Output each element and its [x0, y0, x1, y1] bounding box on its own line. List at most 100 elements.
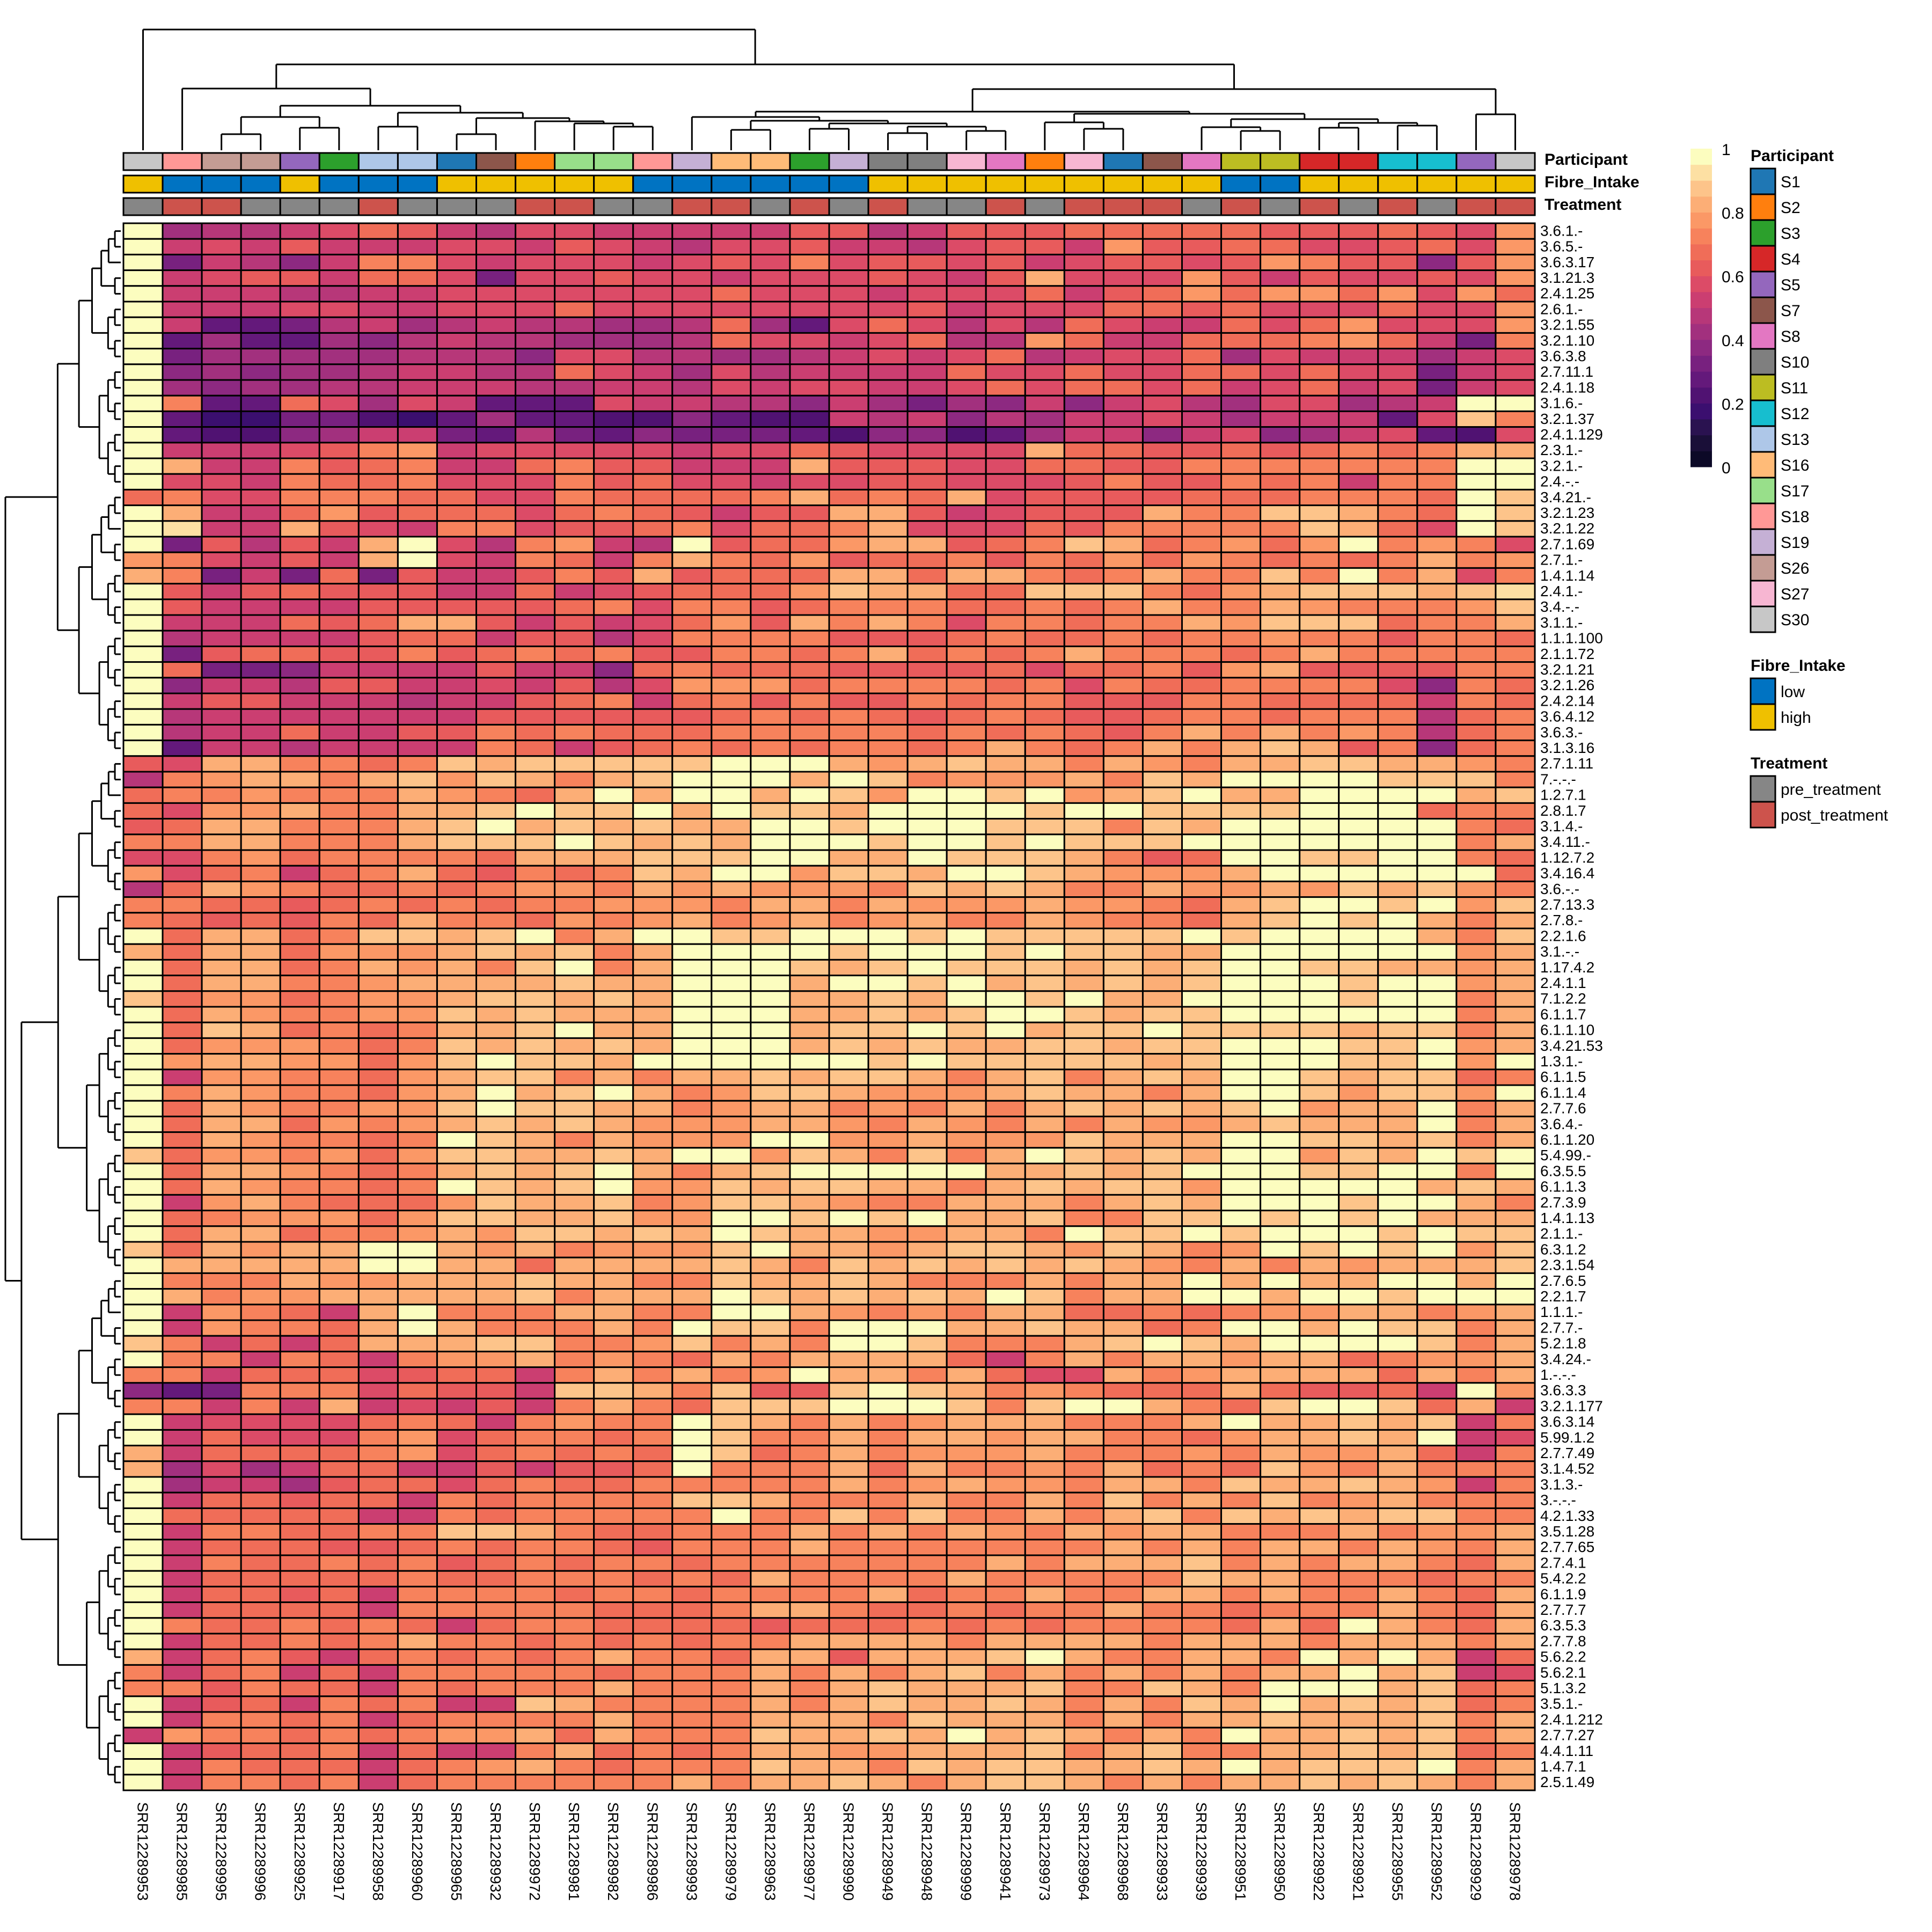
heatmap-cell	[946, 1304, 987, 1321]
heatmap-cell	[1416, 1601, 1458, 1619]
heatmap-cell	[1338, 943, 1379, 961]
heatmap-cell	[279, 958, 320, 977]
heatmap-cell	[750, 1006, 791, 1023]
heatmap-cell	[1377, 661, 1418, 679]
heatmap-cell	[632, 1100, 674, 1117]
heatmap-cell	[122, 567, 164, 585]
heatmap-cell	[1220, 865, 1262, 882]
heatmap-cell	[1141, 1680, 1183, 1697]
heatmap-cell	[397, 1147, 438, 1165]
heatmap-cell	[436, 598, 478, 616]
heatmap-cell	[828, 771, 869, 788]
heatmap-cell	[1181, 1617, 1223, 1635]
heatmap-cell	[436, 1617, 478, 1635]
heatmap-cell	[789, 1695, 830, 1713]
heatmap-cell	[593, 1225, 634, 1243]
heatmap-cell	[240, 426, 281, 444]
row-label: 1.4.1.13	[1540, 1210, 1594, 1226]
heatmap-cell	[436, 786, 478, 804]
annotation-cell	[279, 197, 320, 216]
heatmap-cell	[1181, 1491, 1223, 1509]
heatmap-cell	[906, 1460, 948, 1478]
heatmap-cell	[946, 285, 987, 303]
heatmap-cell	[1338, 1397, 1379, 1415]
row-label: 2.7.3.9	[1540, 1194, 1586, 1211]
heatmap-cell	[593, 583, 634, 601]
heatmap-cell	[515, 316, 556, 334]
heatmap-cell	[867, 896, 909, 914]
heatmap-cell	[1299, 551, 1340, 569]
heatmap-cell	[397, 583, 438, 601]
heatmap-cell	[671, 1601, 713, 1619]
heatmap-cell	[946, 1585, 987, 1604]
heatmap-cell	[985, 614, 1026, 632]
heatmap-cell	[515, 755, 556, 773]
row-label: 5.6.2.1	[1540, 1664, 1586, 1681]
heatmap-cell	[1063, 1648, 1104, 1666]
heatmap-cell	[240, 912, 281, 930]
row-label: 2.6.1.-	[1540, 301, 1583, 317]
heatmap-cell	[554, 1319, 595, 1337]
heatmap-cell	[201, 598, 242, 616]
heatmap-cell	[593, 488, 634, 507]
heatmap-cell	[1141, 1429, 1183, 1447]
heatmap-cell	[828, 1069, 869, 1086]
heatmap-cell	[1416, 1711, 1458, 1729]
heatmap-cell	[750, 1194, 791, 1212]
heatmap-cell	[1416, 1162, 1458, 1180]
heatmap-cell	[789, 1304, 830, 1321]
heatmap-cell	[711, 348, 752, 365]
heatmap-cell	[1181, 1523, 1223, 1541]
heatmap-cell	[1299, 958, 1340, 977]
heatmap-cell	[828, 755, 869, 773]
heatmap-cell	[632, 426, 674, 444]
row-label: 3.2.1.37	[1540, 411, 1594, 427]
heatmap-cell	[906, 1350, 948, 1368]
heatmap-cell	[1416, 1507, 1458, 1525]
heatmap-cell	[1220, 1319, 1262, 1337]
heatmap-cell	[632, 1523, 674, 1541]
heatmap-cell	[632, 1570, 674, 1587]
heatmap-cell	[632, 1210, 674, 1227]
heatmap-cell	[436, 1021, 478, 1039]
heatmap-cell	[750, 1162, 791, 1180]
heatmap-cell	[1220, 1664, 1262, 1682]
heatmap-cell	[122, 1413, 164, 1431]
heatmap-cell	[985, 849, 1026, 867]
heatmap-cell	[162, 802, 203, 820]
heatmap-cell	[397, 1758, 438, 1776]
heatmap-cell	[1416, 1115, 1458, 1133]
heatmap-cell	[1102, 473, 1144, 491]
heatmap-cell	[357, 818, 399, 836]
heatmap-cell	[318, 410, 360, 428]
heatmap-cell	[1102, 912, 1144, 930]
heatmap-cell	[985, 1021, 1026, 1039]
heatmap-cell	[1220, 301, 1262, 318]
heatmap-cell	[1299, 677, 1340, 694]
heatmap-cell	[201, 896, 242, 914]
heatmap-cell	[240, 1680, 281, 1697]
heatmap-cell	[711, 1210, 752, 1227]
row-label: 3.5.1.28	[1540, 1523, 1594, 1540]
heatmap-cell	[318, 536, 360, 553]
heatmap-cell	[1260, 551, 1301, 569]
heatmap-cell	[201, 363, 242, 381]
heatmap-cell	[162, 348, 203, 365]
heatmap-cell	[946, 1711, 987, 1729]
heatmap-cell	[1024, 1053, 1065, 1071]
heatmap-cell	[201, 1131, 242, 1149]
heatmap-cell	[1220, 1507, 1262, 1525]
heatmap-cell	[1495, 677, 1536, 694]
heatmap-cell	[985, 1742, 1026, 1760]
heatmap-cell	[1377, 1350, 1418, 1368]
heatmap-cell	[1455, 1037, 1497, 1055]
heatmap-cell	[632, 990, 674, 1008]
heatmap-cell	[1024, 285, 1065, 303]
heatmap-cell	[1024, 1288, 1065, 1306]
heatmap-cell	[122, 1680, 164, 1697]
annotation-cell	[397, 197, 438, 216]
heatmap-cell	[357, 1241, 399, 1258]
heatmap-cell	[789, 802, 830, 820]
heatmap-cell	[122, 457, 164, 475]
heatmap-cell	[397, 1210, 438, 1227]
